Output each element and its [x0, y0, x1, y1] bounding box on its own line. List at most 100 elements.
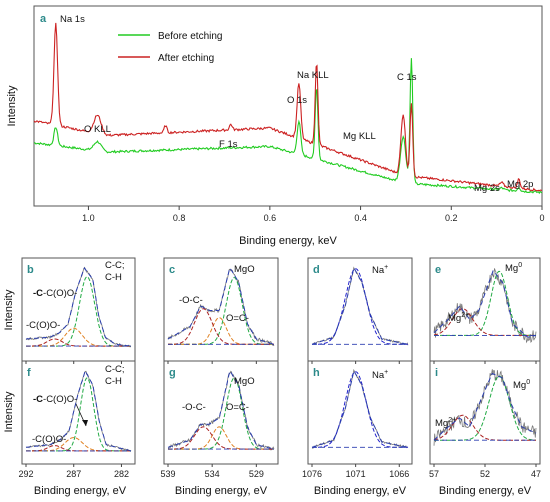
panel-c-label-oc: -O-C-: [179, 295, 203, 306]
panel-h-label-na-base: Na: [372, 370, 385, 381]
panel-g-label-oeq: O=C-: [226, 402, 249, 413]
panel-i-tag: i: [435, 367, 438, 379]
panel-g-frame: [163, 360, 279, 465]
panel-e-frame: [429, 257, 541, 362]
panel-e-component-0: [434, 270, 536, 336]
annotation-mg-kll: Mg KLL: [343, 131, 376, 142]
panel-b-envelope: [25, 267, 132, 347]
panel-f-tag: f: [27, 367, 31, 379]
panel-g-xtick-label: 539: [160, 469, 175, 479]
panel-i-label-mg0-base: Mg: [513, 380, 526, 391]
panel-f-label-ccoo-bold: -C: [33, 394, 43, 405]
panel-i-label-mg2: Mg2+: [435, 417, 456, 429]
panel-f-arrowhead: [82, 420, 88, 426]
panel-f-xtick-label: 287: [66, 469, 81, 479]
panel-d-frame: [307, 257, 413, 362]
panel-a-xtick-label: 1.0: [82, 213, 95, 223]
panel-i-frame: [429, 360, 541, 465]
panel-f-label-coo: -C(O)O-: [32, 434, 66, 445]
panel-i-label-mg2-base: Mg: [435, 418, 448, 429]
panel-f-ylabel: Intensity: [3, 391, 15, 432]
panel-b-label-ch: C-H: [105, 272, 122, 283]
panel-f-component-1: [26, 436, 131, 452]
panel-b-tag: b: [27, 264, 34, 276]
panel-e-envelope: [433, 270, 537, 338]
panel-g-component-0: [168, 377, 274, 450]
panel-f-envelope: [25, 369, 132, 452]
panel-b-label-ccoo-bold: -C: [33, 288, 43, 299]
panel-a-series: [33, 22, 543, 195]
panel-i-envelope: [433, 372, 537, 441]
panel-e-label-mg2-sup: 2+: [461, 312, 469, 319]
panel-h-label-na-sup: +: [384, 369, 388, 376]
panel-a-xtick-label: 0.4: [354, 213, 367, 223]
panel-e-tag: e: [435, 264, 441, 276]
panel-g-xtick-label: 534: [205, 469, 220, 479]
panel-d-component-0: [312, 268, 408, 345]
panel-f-xtick-label: 292: [18, 469, 33, 479]
legend-after-label: After etching: [158, 53, 214, 64]
panel-g-component-2: [168, 426, 274, 450]
annotation-mg-2p: Mg 2p: [507, 179, 533, 190]
panel-e-label-mg0: Mg0: [505, 262, 522, 274]
panel-i-label-mg2-sup: 2+: [448, 417, 456, 424]
panel-i-label-mg0: Mg0: [513, 379, 530, 391]
panel-g-envelope: [167, 370, 275, 450]
panel-f-label-ccoo-rest: -C(O)O-: [43, 394, 77, 405]
panel-h-frame: [307, 360, 413, 465]
panel-a-xtick-label: 0.6: [264, 213, 277, 223]
panel-h-envelope: [311, 370, 409, 448]
panel-d-tag: d: [313, 264, 320, 276]
panel-c-label-oeq: O=C-: [226, 313, 249, 324]
panel-f-label-ccoo: -C-C(O)O-: [33, 394, 77, 405]
panel-h-xtick-label: 1071: [346, 469, 366, 479]
panel-h-tag: h: [313, 367, 320, 379]
panel-h-xtick-label: 1066: [389, 469, 409, 479]
panel-g-xtick-label: 529: [249, 469, 264, 479]
lower-curves: [25, 266, 537, 453]
panel-g-tag: g: [169, 367, 176, 379]
panel-b-label-ccoo-rest: -C(O)O-: [43, 288, 77, 299]
annotation-mg-2s: Mg 2s: [474, 183, 500, 194]
panel-a-xlabel: Binding energy, keV: [239, 235, 337, 247]
panel-g-xlabel: Binding energy, eV: [175, 485, 268, 497]
panel-h-label-na: Na+: [372, 369, 388, 381]
panel-c-tag: c: [169, 264, 175, 276]
annotation-o-kll: O KLL: [84, 124, 111, 135]
panel-a-frame: [33, 5, 543, 207]
panel-e-label-mg2-base: Mg: [448, 313, 461, 324]
panel-b-component-0: [26, 276, 131, 347]
panel-d-envelope: [311, 267, 409, 345]
annotation-f-1s: F 1s: [219, 139, 238, 150]
panel-c-label-mgo: MgO: [234, 264, 255, 275]
legend-before-label: Before etching: [158, 31, 223, 42]
panel-i-xtick-label: 47: [531, 469, 541, 479]
panel-g-label-oc: -O-C-: [182, 402, 206, 413]
panel-a-tag: a: [40, 13, 47, 25]
panel-a-xtick-label: 0.2: [445, 213, 458, 223]
panel-a-xtick-label: 0.8: [173, 213, 186, 223]
panel-h-xtick-label: 1076: [302, 469, 322, 479]
panel-b-ylabel: Intensity: [3, 289, 15, 330]
panel-i-xlabel: Binding energy, eV: [439, 485, 532, 497]
panel-h-component-0: [312, 371, 408, 448]
panel-c-frame: [163, 257, 279, 362]
panel-a-xtick-label: 0: [539, 213, 544, 223]
annotation-o-1s: O 1s: [287, 95, 307, 106]
lower-panels: 292 287 282 539 534 529 1076 1071 1066 57 52 47 b f…: [3, 257, 541, 497]
lower-ticks: 292 287 282 539 534 529 1076 1071 1066 57 52 47: [18, 361, 541, 479]
panel-e-label-mg2: Mg2+: [448, 312, 469, 324]
panel-a: a 1.0 0.8 0.6 0.4 0.2 0 Before etching After …: [6, 5, 545, 247]
panel-i-raw-data: [433, 369, 537, 446]
panel-f-label-ch: C-H: [105, 376, 122, 387]
panel-d-label-na-base: Na: [372, 265, 385, 276]
panel-g-raw-data: [167, 370, 275, 451]
panel-f-frame: [21, 360, 136, 465]
annotation-c-1s: C 1s: [397, 72, 417, 83]
panel-f-component-0: [26, 377, 131, 452]
panel-f-xlabel: Binding energy, eV: [34, 485, 127, 497]
panel-f-xtick-label: 282: [114, 469, 129, 479]
panel-g-label-mgo: MgO: [234, 376, 255, 387]
panel-h-xlabel: Binding energy, eV: [314, 485, 407, 497]
